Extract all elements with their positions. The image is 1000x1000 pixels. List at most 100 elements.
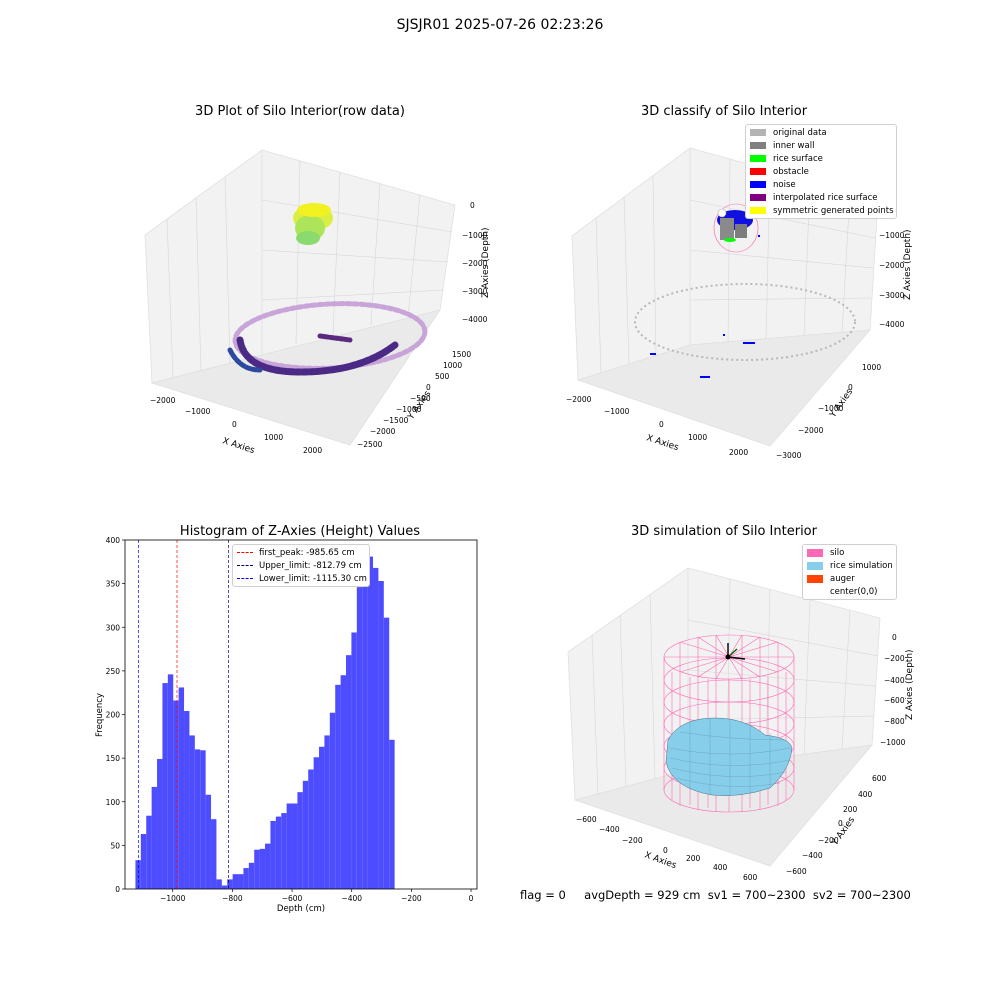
svg-text:0: 0 <box>892 633 897 642</box>
svg-text:400: 400 <box>713 863 728 872</box>
histogram-bar <box>324 735 330 889</box>
svg-text:0: 0 <box>838 819 843 828</box>
histogram-bar <box>356 587 363 889</box>
legend-auger: auger <box>803 572 896 585</box>
histogram-bar <box>292 803 298 889</box>
y-tick-label: 300 <box>106 623 121 632</box>
x-tick-label: 0 <box>469 894 474 903</box>
svg-text:1000: 1000 <box>688 433 707 442</box>
x-tick-label: −400 <box>341 894 362 903</box>
svg-text:−1000: −1000 <box>818 404 844 413</box>
svg-text:−400: −400 <box>802 851 823 860</box>
histogram-bar <box>248 862 255 889</box>
histogram-bar <box>178 687 185 889</box>
histogram-bar <box>275 816 282 889</box>
legend-obstacle: obstacle <box>746 165 896 178</box>
svg-text:−1000: −1000 <box>879 231 905 240</box>
histogram-bar <box>340 675 347 889</box>
histogram-bar <box>254 849 260 889</box>
svg-text:−3000: −3000 <box>776 451 802 460</box>
histogram-bar <box>308 769 314 889</box>
histogram-legend: first_peak: -985.65 cm Upper_limit: -812… <box>232 544 370 587</box>
histogram-bar <box>162 683 168 889</box>
svg-text:1500: 1500 <box>452 350 471 359</box>
raw-plot-title: 3D Plot of Silo Interior(row data) <box>195 104 405 119</box>
svg-text:0: 0 <box>470 201 475 210</box>
histogram-bar <box>157 758 163 889</box>
simulation-plot-title: 3D simulation of Silo Interior <box>631 524 817 539</box>
figure-title: SJSJR01 2025-07-26 02:23:26 <box>396 17 604 33</box>
histogram-bar <box>378 581 384 889</box>
histogram-bar <box>383 617 390 889</box>
histogram-bar <box>297 792 303 889</box>
histogram-bar <box>286 803 293 889</box>
classify-plot-title: 3D classify of Silo Interior <box>640 104 808 119</box>
legend-rice-simulation: rice simulation <box>803 559 896 572</box>
svg-text:−1000: −1000 <box>396 405 422 414</box>
svg-text:−3000: −3000 <box>462 287 488 296</box>
histogram-bar <box>167 674 174 889</box>
svg-text:−1000: −1000 <box>604 407 630 416</box>
svg-text:−4000: −4000 <box>462 315 488 324</box>
avg-depth-text: avgDepth = 929 cm sv1 = 700~2300 sv2 = 7… <box>584 888 911 902</box>
y-tick-label: 150 <box>106 754 121 763</box>
y-tick-label: 0 <box>115 885 120 894</box>
simulation-x-label: X Axies <box>643 850 678 871</box>
histogram-bar <box>313 757 320 889</box>
svg-text:−1500: −1500 <box>383 416 409 425</box>
histogram-bar <box>281 813 287 889</box>
histogram-bar <box>367 556 374 889</box>
histogram-bar <box>151 786 158 889</box>
svg-text:−400: −400 <box>599 825 620 834</box>
svg-text:−3000: −3000 <box>879 291 905 300</box>
svg-text:−2500: −2500 <box>357 440 383 449</box>
x-tick-label: −200 <box>401 894 422 903</box>
raw-z-label: Z Axies (Depth) <box>481 227 491 298</box>
histogram-bar <box>232 874 239 889</box>
simulation-y-label: Y Axies <box>830 815 858 848</box>
histogram-bar <box>211 819 217 889</box>
legend-rice-surface: rice surface <box>746 152 896 165</box>
histogram-y-label: Frequency <box>95 693 105 737</box>
histogram-bar <box>319 746 325 889</box>
histogram-bar <box>146 815 152 889</box>
legend-symmetric-generated-points: symmetric generated points <box>746 204 896 217</box>
histogram-bar <box>194 749 201 889</box>
histogram-bar <box>238 874 244 889</box>
histogram-bar <box>351 632 357 889</box>
svg-text:−2000: −2000 <box>798 426 824 435</box>
x-tick-label: −800 <box>222 894 243 903</box>
y-tick-label: 250 <box>106 667 121 676</box>
legend-upper-limit: Upper_limit: -812.79 cm <box>233 559 369 572</box>
svg-text:−600: −600 <box>786 867 807 876</box>
legend-lower-limit: Lower_limit: -1115.30 cm <box>233 572 369 585</box>
histogram-bar <box>389 739 395 889</box>
histogram-bar <box>140 834 147 889</box>
svg-text:−2000: −2000 <box>150 396 176 405</box>
legend-noise: noise <box>746 178 896 191</box>
simulation-z-label: Z Axies (Depth) <box>905 649 915 720</box>
svg-text:−600: −600 <box>576 815 597 824</box>
svg-text:−200: −200 <box>818 836 839 845</box>
svg-text:200: 200 <box>843 805 858 814</box>
legend-inner-wall: inner wall <box>746 139 896 152</box>
x-tick-label: −1000 <box>160 894 186 903</box>
histogram-bar <box>302 780 309 889</box>
histogram-chart: −1000 −800 −600 −400 −200 0 0 50 100 150 200 250 30… <box>95 536 478 914</box>
raw-3d-plot: −2000 −1000 0 1000 2000 X Axies 1500 1000 500… <box>144 149 491 456</box>
histogram-bar <box>200 750 206 889</box>
legend-interpolated-rice-surface: interpolated rice surface <box>746 191 896 204</box>
histogram-bar <box>221 885 228 889</box>
simulation-legend: silo rice simulation auger center(0,0) <box>802 544 897 600</box>
legend-original-data: original data <box>746 126 896 139</box>
svg-text:−1000: −1000 <box>462 231 488 240</box>
svg-text:500: 500 <box>435 372 450 381</box>
svg-text:2000: 2000 <box>303 446 322 455</box>
histogram-x-label: Depth (cm) <box>277 904 325 914</box>
status-footer: flag = 0 avgDepth = 929 cm sv1 = 700~230… <box>520 888 911 902</box>
histogram-bar <box>189 735 195 889</box>
legend-silo: silo <box>803 546 896 559</box>
svg-text:−1000: −1000 <box>880 738 906 747</box>
svg-text:−4000: −4000 <box>879 320 905 329</box>
